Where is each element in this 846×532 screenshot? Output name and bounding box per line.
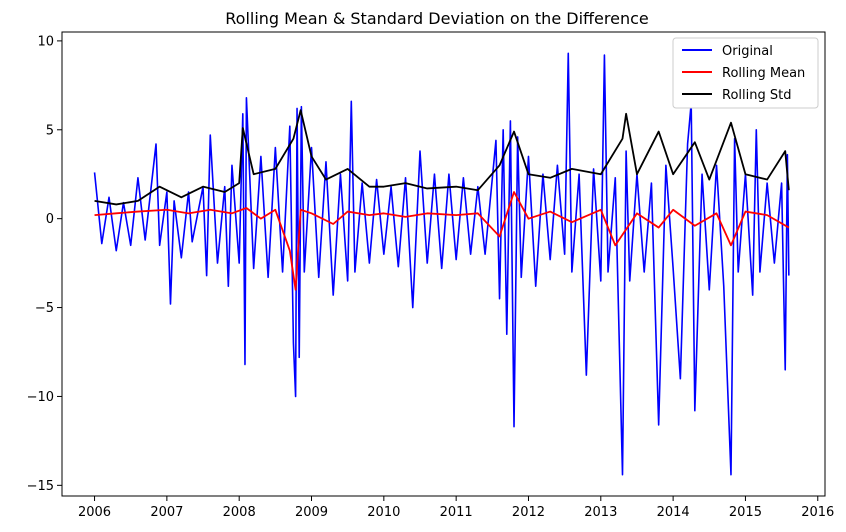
x-tick-label: 2015: [729, 505, 762, 520]
axis-layer: 2006 2007 2008 2009 2010 2011 2012 2013 2014 2015…: [27, 34, 835, 520]
y-tick-label: −5: [35, 301, 54, 316]
x-tick-label: 2006: [78, 505, 111, 520]
x-tick-label: 2009: [295, 505, 328, 520]
legend-box: [672, 37, 819, 109]
series-line-rolling-mean: [94, 191, 790, 291]
x-tick-label: 2014: [657, 505, 690, 520]
legend-label-rolling-std: Rolling Std: [722, 88, 791, 103]
y-tick-label: −15: [27, 479, 54, 494]
x-tick-label: 2011: [440, 505, 473, 520]
y-tick-label: 10: [37, 34, 54, 49]
x-tick-label: 2008: [223, 505, 256, 520]
series-layer: [93, 52, 790, 476]
x-tick-label: 2007: [150, 505, 183, 520]
y-tick-label: 5: [46, 123, 54, 138]
x-tick-label: 2013: [584, 505, 617, 520]
x-tick-label: 2016: [801, 505, 834, 520]
series-line-rolling-std: [94, 109, 790, 206]
x-tick-label: 2010: [367, 505, 400, 520]
x-tick-label: 2012: [512, 505, 545, 520]
series-line-original: [93, 52, 790, 476]
legend-label-rolling-mean: Rolling Mean: [722, 66, 805, 81]
legend-label-original: Original: [722, 44, 773, 59]
legend: Original Rolling Mean Rolling Std: [672, 37, 819, 109]
plot-frame: [61, 31, 826, 497]
y-tick-label: 0: [46, 212, 54, 227]
chart-title: Rolling Mean & Standard Deviation on the…: [225, 9, 648, 28]
y-tick-label: −10: [27, 390, 54, 405]
